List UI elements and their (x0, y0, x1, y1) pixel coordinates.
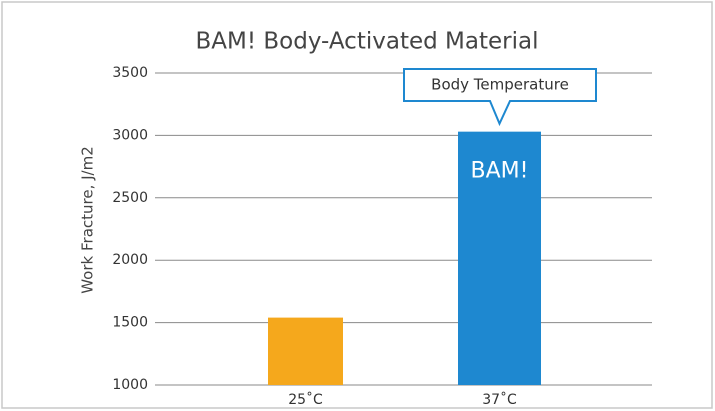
x-tick-label: 25˚C (288, 391, 323, 408)
callout-box (403, 68, 597, 127)
y-tick-label: 2500 (112, 190, 148, 206)
bar (458, 131, 541, 385)
y-axis-label: Work Fracture, J/m2 (79, 146, 97, 294)
y-tick-label: 2000 (112, 252, 148, 268)
bar (268, 317, 343, 385)
bar-label: BAM! (471, 159, 529, 184)
y-tick-label: 3000 (112, 127, 148, 143)
callout-text: Body Temperature (431, 76, 569, 94)
y-tick-label: 3500 (112, 65, 148, 81)
chart-title: BAM! Body-Activated Material (196, 29, 539, 55)
y-tick-label: 1500 (112, 315, 148, 331)
x-tick-label: 37˚C (482, 391, 517, 408)
y-tick-label: 1000 (112, 377, 148, 393)
